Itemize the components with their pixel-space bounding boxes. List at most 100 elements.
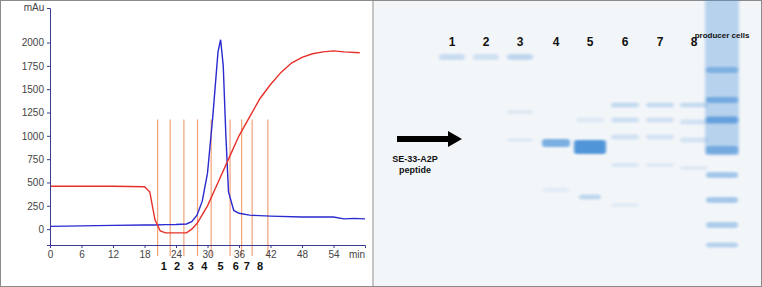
y-axis-title: mAu [24,2,45,13]
tick-label: 36 [234,249,246,260]
gel-band [646,118,674,123]
figure-frame [1,1,762,287]
fraction-line [170,119,171,256]
tick-mark [47,113,50,114]
tick: 54 [328,245,340,260]
tick-mark [113,245,114,248]
tick: 12 [108,245,120,260]
tick: 30 [202,245,214,260]
gel-band [706,146,738,154]
gel-band [646,163,674,167]
gel-band [646,103,674,108]
figure: 1234567802505007501000125015001750200006… [0,0,762,287]
gel-band [473,54,499,60]
tick-mark [145,245,146,248]
tick-label: 500 [27,177,44,188]
gel-band [576,118,604,123]
lane-label: 4 [553,35,560,49]
x-axis: 0 6 12 18 24 30 36 42 48 54 [48,245,366,260]
arrow [397,131,462,147]
gel-band [680,138,708,143]
tick: 6 [79,245,85,260]
gel-band [706,67,738,73]
fraction-label: 8 [257,260,263,272]
gel-band [680,120,708,125]
series-line [50,40,365,227]
tick: 1750 [22,61,50,72]
lane-label: 7 [657,35,664,49]
tick: 36 [234,245,246,260]
fraction-line [241,119,242,256]
tick-mark [47,206,50,207]
tick-mark [334,245,335,248]
tick-mark [208,245,209,248]
gel-band [680,103,708,108]
fraction-line [252,119,253,256]
gel-band [507,54,533,60]
tick: 1250 [22,107,50,118]
tick-label: 1000 [22,131,45,142]
tick-mark [302,245,303,248]
tick: 18 [139,245,151,260]
gel-band [680,166,708,170]
tick: 2000 [22,37,50,48]
tick-mark [47,66,50,67]
panel-divider [373,0,374,287]
tick: 1500 [22,84,50,95]
tick-label: 24 [171,249,183,260]
tick-mark [47,89,50,90]
tick-mark [176,245,177,248]
tick-label: 42 [265,249,277,260]
tick-mark [47,159,50,160]
series-line [50,51,360,233]
fraction-label: 6 [233,260,239,272]
lane-label: producer cells [695,31,750,40]
gel-band [507,138,533,142]
gel-band [611,135,639,140]
tick-mark [47,182,50,183]
tick-mark [47,43,50,44]
tick-label: 1250 [22,107,45,118]
tick-mark [47,136,50,137]
lane-label: 2 [483,35,490,49]
tick-mark [50,245,51,248]
gel-band [507,110,533,114]
tick-mark [271,245,272,248]
tick-label: 6 [79,249,85,260]
fraction-line [157,119,158,256]
gel-band [706,222,738,228]
tick: 48 [297,245,309,260]
lane-label: 6 [622,35,629,49]
gel-band [439,54,465,60]
fraction-label: 2 [174,260,180,272]
gel-band [706,172,738,178]
gel-band [706,97,738,103]
gel-background [374,1,761,286]
tick-label: 12 [108,249,120,260]
gel-band [579,195,601,200]
lane-label: 3 [517,35,524,49]
lane-label: 5 [587,35,594,49]
plot-area [50,40,365,233]
marker-label: peptide [399,165,431,175]
gel-band [543,188,569,193]
tick-mark [82,245,83,248]
lane-label: 1 [449,35,456,49]
fraction-line [229,119,230,256]
axis-line [47,9,51,246]
tick-label: 54 [328,249,340,260]
gel-band [542,139,570,147]
tick-label: 2000 [22,37,45,48]
gel-band [646,135,674,140]
gel-band [611,103,639,108]
tick-label: 0 [48,249,54,260]
gel-band [705,0,739,156]
tick-mark [47,229,50,230]
gel-band [706,243,738,248]
tick-label: 48 [297,249,309,260]
gel-band [611,163,639,167]
fraction-line [267,119,268,256]
fraction-label: 3 [188,260,194,272]
tick: 500 [27,177,50,188]
tick-mark [239,245,240,248]
